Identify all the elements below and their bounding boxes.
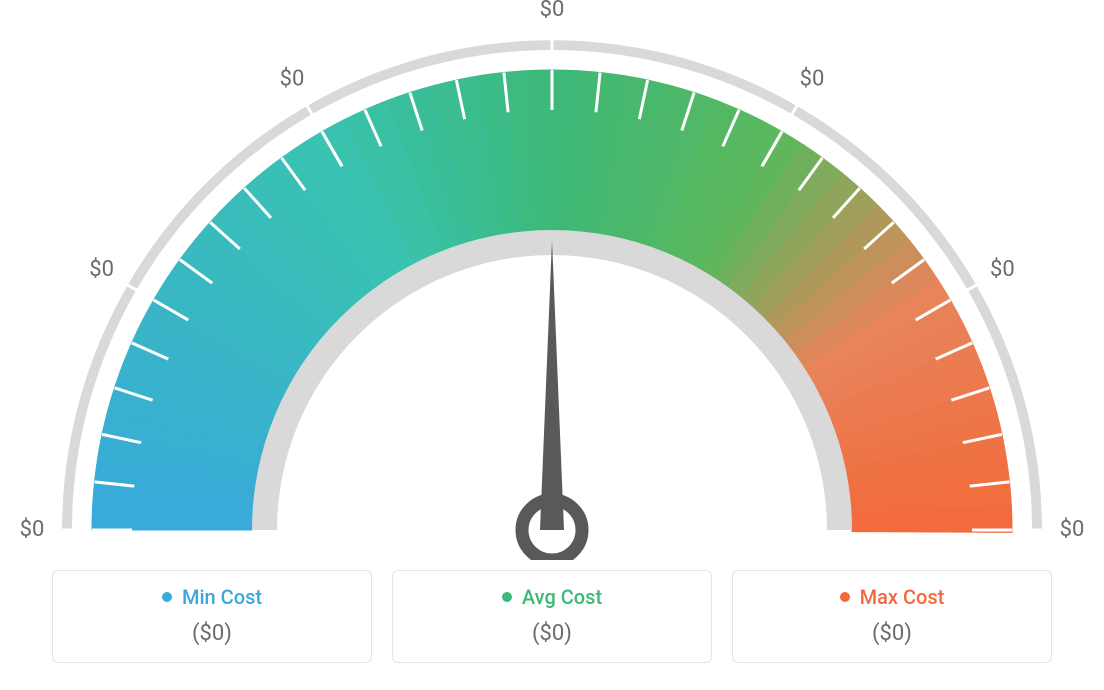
- legend-label-min: Min Cost: [162, 585, 262, 609]
- legend-card-avg: Avg Cost ($0): [392, 570, 712, 663]
- legend-value-avg: ($0): [393, 621, 711, 646]
- needle: [540, 240, 564, 530]
- legend-label-max-text: Max Cost: [860, 585, 945, 609]
- svg-text:$0: $0: [89, 257, 114, 282]
- svg-text:$0: $0: [990, 257, 1015, 282]
- legend-row: Min Cost ($0) Avg Cost ($0) Max Cost ($0…: [0, 570, 1104, 663]
- svg-text:$0: $0: [800, 66, 825, 91]
- legend-card-min: Min Cost ($0): [52, 570, 372, 663]
- gauge-svg: $0 $0 $0 $0 $0 $0 $0: [0, 0, 1104, 560]
- legend-dot-min: [162, 592, 172, 602]
- gauge-chart: $0 $0 $0 $0 $0 $0 $0: [0, 0, 1104, 560]
- legend-label-max: Max Cost: [840, 585, 945, 609]
- legend-label-avg: Avg Cost: [502, 585, 602, 609]
- svg-text:$0: $0: [540, 0, 565, 22]
- svg-text:$0: $0: [20, 517, 45, 542]
- legend-value-max: ($0): [733, 621, 1051, 646]
- svg-text:$0: $0: [1060, 517, 1085, 542]
- legend-label-min-text: Min Cost: [182, 585, 262, 609]
- legend-label-avg-text: Avg Cost: [522, 585, 602, 609]
- svg-text:$0: $0: [280, 66, 305, 91]
- legend-card-max: Max Cost ($0): [732, 570, 1052, 663]
- legend-dot-max: [840, 592, 850, 602]
- legend-value-min: ($0): [53, 621, 371, 646]
- legend-dot-avg: [502, 592, 512, 602]
